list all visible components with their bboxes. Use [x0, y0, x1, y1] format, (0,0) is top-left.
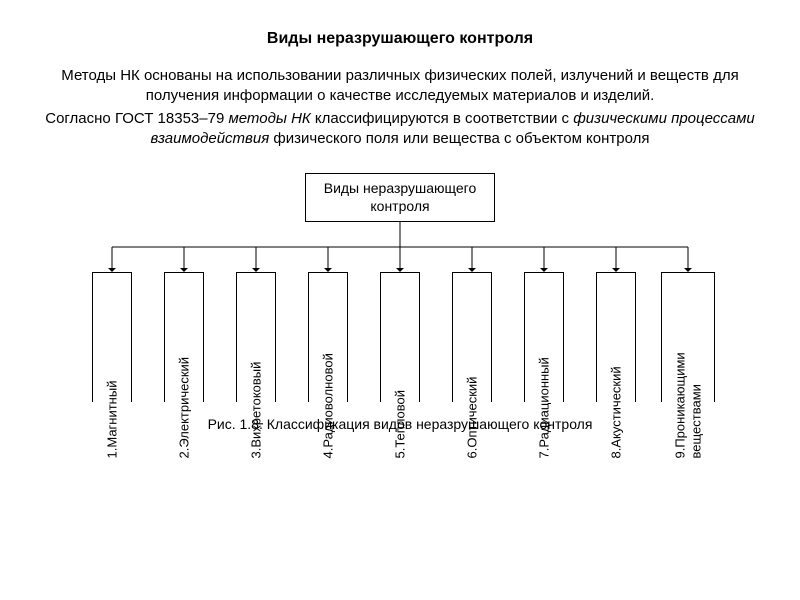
- leaf-column: 1.Магнитный: [76, 272, 148, 402]
- leaf-node: 5.Тепловой: [380, 272, 420, 402]
- leaf-node: 2.Электрический: [164, 272, 204, 402]
- leaf-node: 1.Магнитный: [92, 272, 132, 402]
- leaf-label: 1.Магнитный: [105, 319, 120, 459]
- leaf-node: 7.Радиационный: [524, 272, 564, 402]
- paragraph-1: Методы НК основаны на использовании разл…: [40, 66, 760, 107]
- page-title: Виды неразрушающего контроля: [40, 30, 760, 48]
- leaf-node: 8.Акустический: [596, 272, 636, 402]
- leaf-label: 6.Оптический: [465, 319, 480, 459]
- leaf-label: 4.Радиоволновой: [321, 319, 336, 459]
- leaf-column: 6.Оптический: [436, 272, 508, 402]
- paragraph-2: Согласно ГОСТ 18353–79 методы НК классиф…: [40, 109, 760, 150]
- p2-text-before: Согласно ГОСТ 18353–79: [45, 110, 228, 127]
- p2-italic-1: методы НК: [228, 110, 310, 127]
- p2-text-mid: классифицируются в соответствии с: [311, 110, 573, 127]
- p2-text-after: физического поля или вещества с объектом…: [269, 130, 649, 147]
- leaf-column: 8.Акустический: [580, 272, 652, 402]
- leaf-nodes-row: 1.Магнитный 2.Электрический 3.Вихретоковый…: [76, 272, 724, 402]
- connector-lines: [76, 222, 724, 272]
- leaf-label: 3.Вихретоковый: [249, 319, 264, 459]
- leaf-node: 4.Радиоволновой: [308, 272, 348, 402]
- leaf-column: 5.Тепловой: [364, 272, 436, 402]
- leaf-node: 3.Вихретоковый: [236, 272, 276, 402]
- leaf-label-line1: 9.Проникающими: [673, 319, 688, 459]
- leaf-node: 9.Проникающимивеществами: [661, 272, 715, 402]
- leaf-label: 7.Радиационный: [537, 319, 552, 459]
- root-node: Виды неразрушающего контроля: [305, 173, 495, 222]
- leaf-label: 5.Тепловой: [393, 319, 408, 459]
- leaf-column: 2.Электрический: [148, 272, 220, 402]
- leaf-label-line2: веществами: [688, 319, 703, 459]
- leaf-label: 2.Электрический: [177, 319, 192, 459]
- leaf-label: 8.Акустический: [609, 319, 624, 459]
- leaf-node: 6.Оптический: [452, 272, 492, 402]
- leaf-column: 7.Радиационный: [508, 272, 580, 402]
- hierarchy-diagram: Виды неразрушающего контроля 1.Магнитный…: [40, 173, 760, 402]
- leaf-column: 4.Радиоволновой: [292, 272, 364, 402]
- leaf-column: 3.Вихретоковый: [220, 272, 292, 402]
- leaf-column: 9.Проникающимивеществами: [652, 272, 724, 402]
